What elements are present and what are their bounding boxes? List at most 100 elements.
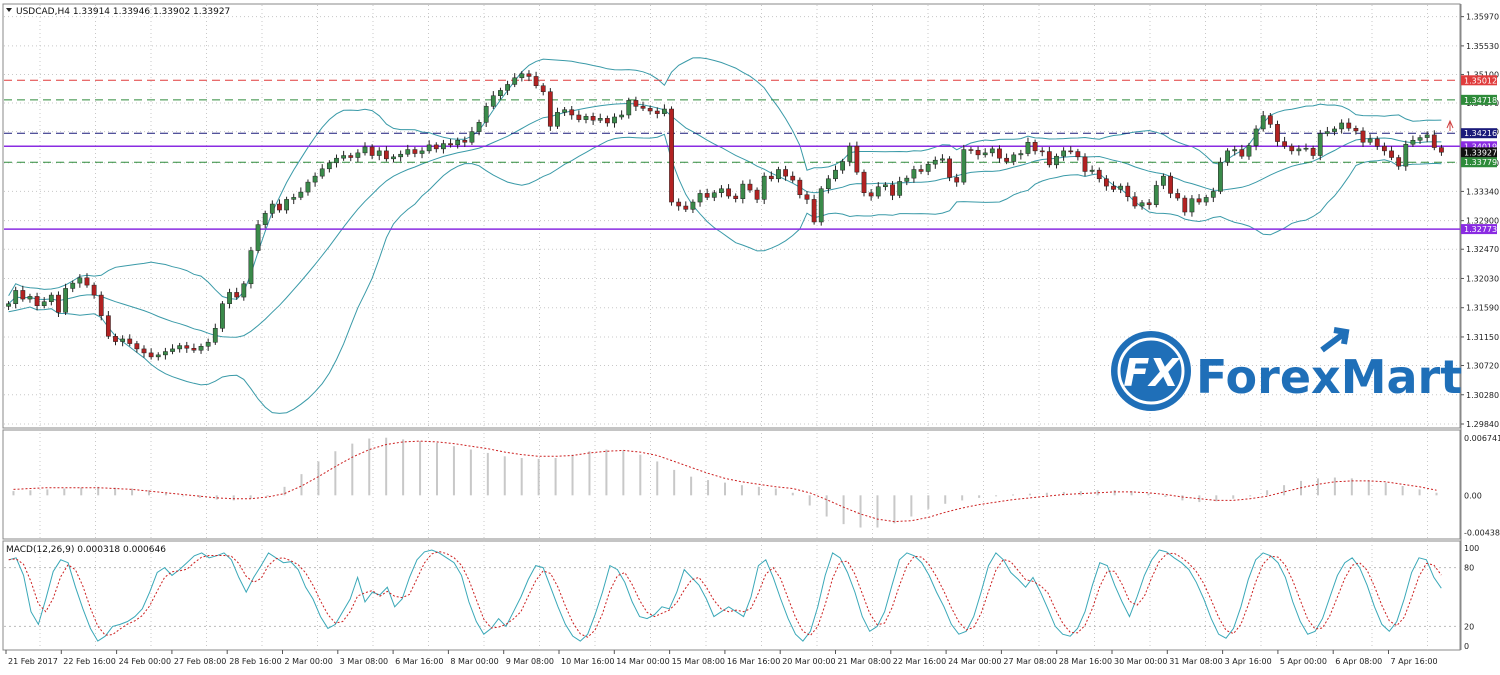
candle-body	[754, 189, 760, 200]
macd-histogram-bar	[639, 454, 642, 496]
candle-body	[883, 184, 888, 188]
candle-body	[1039, 150, 1045, 153]
candle-body	[604, 118, 610, 124]
candle-body	[1153, 185, 1159, 205]
candle-body	[1403, 143, 1409, 167]
candle-body	[1324, 131, 1330, 134]
macd-histogram-bar	[114, 487, 117, 496]
candle-body	[1232, 149, 1238, 152]
time-tick-label: 7 Apr 16:00	[1391, 657, 1438, 666]
candle-body	[904, 177, 910, 182]
main-price-panel	[2, 3, 1461, 429]
candle-body	[155, 354, 161, 358]
candle-body	[519, 73, 525, 79]
time-tick-label: 3 Mar 08:00	[340, 657, 388, 666]
candle-body	[148, 352, 154, 358]
candle-body	[305, 181, 311, 193]
price-tick-label: 1.35530	[1466, 42, 1499, 51]
level-tag	[1461, 94, 1497, 105]
candle-body	[1439, 147, 1444, 153]
macd-histogram-bar	[249, 495, 252, 499]
bollinger-upper-band	[8, 57, 1442, 300]
candle-body	[1332, 128, 1337, 132]
candle-body	[1267, 115, 1273, 125]
time-tick-label: 27 Feb 08:00	[174, 657, 226, 666]
candle-body	[20, 290, 26, 300]
level-tag-label: 1.34718	[1464, 96, 1497, 105]
candle-body	[719, 188, 724, 193]
candle-body	[170, 348, 175, 352]
candle-body	[6, 303, 11, 307]
candle-body	[790, 175, 796, 181]
candle-body	[890, 184, 895, 196]
triangle-down-icon[interactable]	[6, 8, 12, 12]
candle-body	[198, 345, 204, 351]
macd-tick-label: 0.00	[1464, 491, 1482, 500]
macd-histogram-bar	[859, 495, 862, 528]
stoch-main-line	[8, 549, 1442, 642]
macd-tick-label: 0.006741	[1464, 434, 1500, 443]
candle-body	[184, 345, 190, 349]
price-axis: 1.359701.355301.351001.346701.342401.337…	[1461, 13, 1499, 429]
candle-body	[177, 345, 183, 350]
candle-body	[391, 156, 396, 160]
macd-histogram-bar	[944, 495, 947, 504]
candle-body	[334, 157, 339, 164]
macd-histogram-bar	[690, 476, 693, 496]
candle-body	[1196, 198, 1202, 203]
candle-body	[205, 342, 211, 347]
macd-histogram-bar	[910, 495, 913, 517]
candle-body	[1075, 151, 1081, 158]
grid-lines	[4, 5, 1460, 650]
time-tick-label: 24 Mar 00:00	[948, 657, 1001, 666]
candle-body	[940, 158, 945, 161]
candle-body	[1061, 150, 1067, 157]
macd-histogram-bar	[1418, 489, 1421, 496]
level-tag-label: 1.34019	[1464, 142, 1497, 151]
forexmart-brand-text: ForexMart	[1196, 350, 1462, 404]
candle-body	[255, 224, 261, 251]
candle-body	[105, 315, 111, 337]
candle-body	[369, 146, 375, 156]
candle-body	[1246, 145, 1252, 157]
candle-body	[804, 194, 810, 200]
candle-body	[383, 150, 389, 160]
macd-histogram-bar	[148, 490, 150, 496]
candle-body	[1374, 138, 1380, 147]
candle-body	[1360, 130, 1366, 143]
candle-body	[1103, 178, 1109, 187]
macd-histogram-bar	[571, 454, 574, 496]
candle-body	[1032, 141, 1038, 152]
candle-body	[1189, 198, 1195, 213]
candle-body	[1161, 175, 1166, 186]
candle-body	[1011, 154, 1017, 162]
candle-body	[113, 336, 118, 342]
macd-histogram-bar	[80, 487, 83, 496]
candle-body	[212, 328, 218, 343]
candle-body	[1182, 197, 1188, 213]
price-tick-label: 1.35970	[1466, 13, 1499, 22]
candle-body	[1082, 156, 1088, 172]
macd-histogram-bar	[1266, 490, 1269, 496]
candle-body	[1004, 157, 1009, 162]
candle-body	[27, 296, 33, 300]
macd-histogram-bar	[1316, 478, 1319, 496]
time-tick-label: 2 Mar 00:00	[285, 657, 333, 666]
time-tick-label: 9 Mar 08:00	[506, 657, 554, 666]
candle-body	[1089, 169, 1095, 172]
macd-histogram-bar	[1012, 494, 1014, 496]
macd-histogram-bar	[334, 451, 337, 496]
price-tick-label: 1.35100	[1466, 70, 1499, 79]
candle-body	[227, 292, 232, 304]
candle-body	[355, 152, 361, 158]
candle-body	[91, 284, 97, 296]
candle-body	[277, 203, 282, 211]
candle-body	[70, 282, 76, 289]
candle-body	[740, 183, 746, 199]
price-tick-label: 1.29840	[1466, 420, 1499, 429]
forexmart-logo-mark	[1111, 331, 1191, 411]
candle-body	[1253, 128, 1259, 146]
candle-body	[783, 169, 788, 177]
